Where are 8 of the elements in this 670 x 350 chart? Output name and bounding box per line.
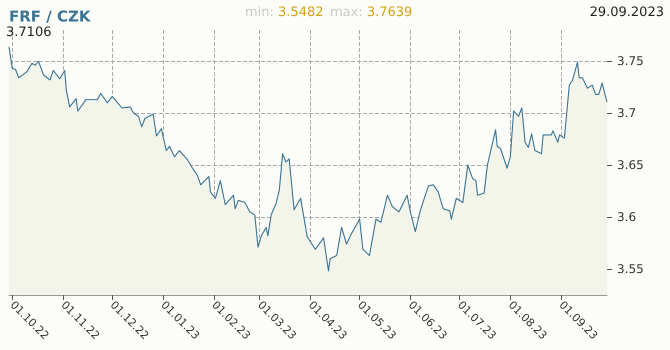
y-tick-label: 3.55 (617, 262, 644, 276)
annotation: 3.7106 (6, 25, 52, 40)
y-tick-label: 3.6 (617, 210, 636, 224)
text: 29.09.2023 (590, 5, 664, 20)
y-tick-label: 3.75 (617, 54, 644, 68)
chart-title: FRF / CZK (9, 8, 92, 26)
y-tick-label: 3.7 (617, 106, 636, 120)
y-tick-label: 3.65 (617, 158, 644, 172)
